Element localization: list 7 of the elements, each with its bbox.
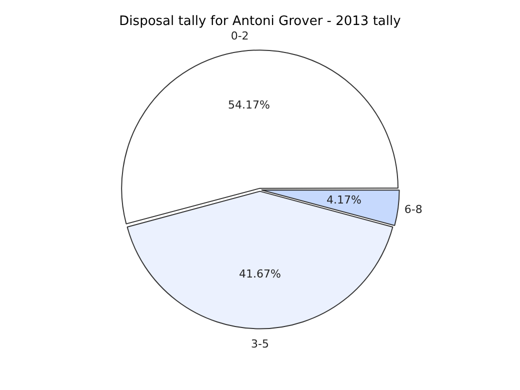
data-label: 54.17% <box>228 98 270 112</box>
data-label: 41.67% <box>239 267 281 280</box>
chart-title: Disposal tally for Antoni Grover - 2013 tally <box>119 14 402 30</box>
data-label: 4.17% <box>326 194 362 207</box>
slice-label: 3-5 <box>250 337 269 350</box>
slice-label: 6-8 <box>404 202 422 216</box>
slice-label: 0-2 <box>230 29 249 42</box>
